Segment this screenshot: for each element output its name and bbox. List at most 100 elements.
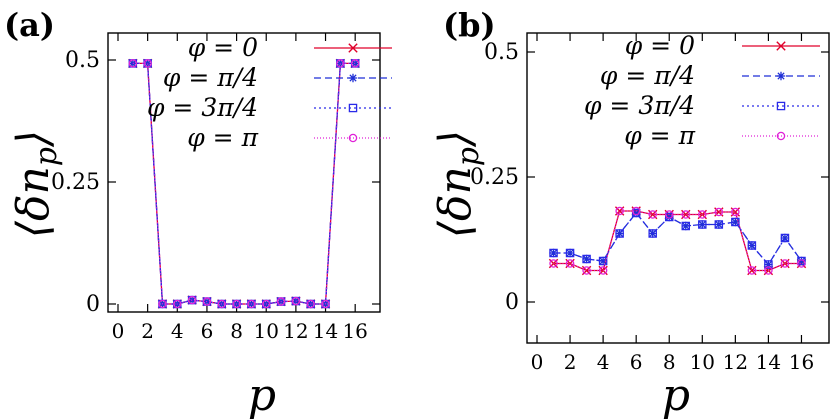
data-point [797,259,806,268]
data-point [648,210,657,219]
legend-marker [348,103,358,113]
x-axis-title: p [662,370,690,420]
data-point [321,299,330,309]
data-point [158,299,167,309]
legend-marker [348,43,358,53]
data-point [276,297,286,306]
x-tick-label: 0 [112,319,125,343]
data-point [764,260,773,269]
data-point [143,59,152,68]
data-point [731,207,740,217]
data-point [698,220,707,229]
legend-label: φ = π [187,123,258,152]
data-point [128,59,138,68]
y-tick-label: 0.5 [484,40,519,65]
data-point [565,248,575,258]
data-point [173,299,182,309]
data-point [731,217,740,227]
data-point [664,210,674,219]
data-point [247,299,256,309]
legend-marker [776,71,786,81]
legend-marker [776,131,786,141]
data-point [615,206,624,216]
x-tick-label: 8 [230,319,243,343]
y-axis-title-main: ⟨δn [8,166,59,238]
x-axis-title: p [248,370,276,420]
data-point [202,297,212,306]
y-tick-label: 0.25 [470,165,519,190]
x-tick-label: 10 [254,319,279,343]
y-tick-label: 0.5 [65,48,100,73]
y-axis-title: ⟨δnp⟩ [8,130,64,238]
data-point [582,254,591,264]
plot-frame [526,32,830,344]
panel-label: (b) [443,6,496,44]
data-point [764,266,773,275]
series-line [553,211,803,266]
data-point [780,233,790,243]
data-point [582,254,591,264]
legend-label: φ = 3π/4 [584,91,695,120]
legend-label: φ = π [624,121,695,150]
x-tick-label: 4 [597,350,610,374]
data-point [291,296,301,306]
legend-label: φ = π/4 [600,61,695,90]
x-tick-label: 16 [789,350,814,374]
data-point [143,59,152,68]
series-line [132,62,356,305]
data-point [747,241,757,250]
x-tick-label: 12 [723,350,748,374]
data-point [681,210,691,219]
data-point [261,299,271,309]
x-tick-label: 16 [342,319,367,343]
data-point [698,220,707,229]
legend-marker [776,41,786,51]
panel-label: (a) [4,6,55,44]
legend-marker [348,133,358,143]
data-point [217,299,227,309]
data-point [582,266,591,275]
data-point [306,299,315,309]
x-tick-label: 2 [141,319,154,343]
data-point [631,208,641,218]
legend-label: φ = 3π/4 [147,93,258,122]
y-axis-title-sub: p [451,147,486,166]
data-point [698,210,707,219]
series-3 [128,59,360,309]
panel-a: (a)00.250.50 2 4 6 8 10 12 14 16p⟨δnp⟩φ = 0φ = π… [4,6,392,420]
data-point [664,212,674,222]
series-3 [549,206,806,275]
legend-label: φ = 0 [188,33,258,62]
plot-frame [107,32,381,313]
y-tick-label: 0 [505,290,519,315]
data-point [714,220,724,229]
y-axis-title-close: ⟩ [8,130,59,148]
data-point [598,266,608,275]
data-point [187,295,197,305]
x-tick-label: 14 [313,319,338,343]
y-tick-label: 0 [86,292,100,317]
data-point [565,259,575,268]
data-point [797,256,806,266]
legend-label: φ = π/4 [163,63,258,92]
data-point [780,233,790,243]
x-tick-label: 10 [690,350,715,374]
x-tick-label: 0 [531,350,544,374]
series-line [553,210,802,272]
data-point [714,207,724,217]
legend-label: φ = 0 [625,31,695,60]
data-point [665,212,674,222]
x-tick-label: 6 [201,319,214,343]
legend-marker [776,101,786,111]
y-axis-title-sub: p [29,147,64,166]
y-axis-title-main: ⟨δn [430,166,481,238]
series-2 [549,208,806,269]
data-point [336,59,345,68]
data-point [598,256,608,266]
data-point [631,206,641,216]
x-tick-label: 2 [564,350,577,374]
data-point [350,59,360,68]
legend: φ = 0φ = π/4φ = 3π/4φ = π [147,33,392,152]
data-point [747,266,757,275]
y-axis-title: ⟨δnp⟩ [430,130,486,238]
